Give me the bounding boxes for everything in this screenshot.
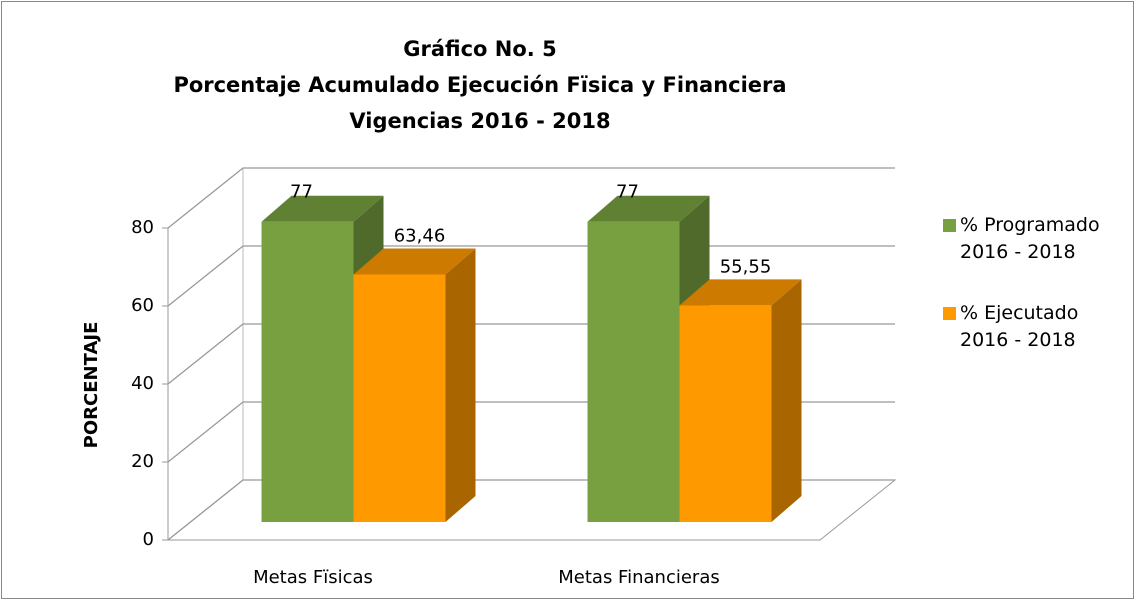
bar-side <box>445 248 476 523</box>
data-label: 77 <box>616 182 639 203</box>
chart-title: Gráfico No. 5 <box>403 37 556 61</box>
bar-top <box>261 195 384 222</box>
y-tick-label: 0 <box>143 529 154 550</box>
legend-label: % Ejecutado 2016 - 2018 <box>960 302 1079 351</box>
data-label: 63,46 <box>394 226 446 247</box>
bar <box>679 305 772 522</box>
y-tick-label: 60 <box>131 295 154 316</box>
bar <box>587 221 680 522</box>
x-tick-label: Metas Financieras <box>558 567 719 588</box>
bar <box>261 221 354 522</box>
bar-top <box>587 195 710 222</box>
legend-swatch <box>943 307 956 320</box>
bar <box>353 274 446 522</box>
bar-side <box>771 279 802 522</box>
y-tick-label: 40 <box>131 373 154 394</box>
y-tick-label: 80 <box>131 217 154 238</box>
chart-title: Vigencias 2016 - 2018 <box>349 109 610 133</box>
bar-top <box>353 248 476 275</box>
legend-swatch <box>943 219 956 232</box>
y-axis-label: PORCENTAJE <box>81 322 102 449</box>
data-label: 55,55 <box>720 256 772 277</box>
legend-entry: % Programado 2016 - 2018 <box>940 212 1120 266</box>
chart-title: Porcentaje Acumulado Ejecución Fïsica y … <box>173 73 786 97</box>
bar-top <box>679 279 802 306</box>
data-label: 77 <box>290 182 313 203</box>
grid-line <box>167 167 895 229</box>
legend-entry: % Ejecutado 2016 - 2018 <box>940 300 1120 354</box>
legend-label: % Programado 2016 - 2018 <box>960 214 1100 263</box>
y-tick-label: 20 <box>131 451 154 472</box>
x-tick-label: Metas Fïsicas <box>253 567 373 588</box>
